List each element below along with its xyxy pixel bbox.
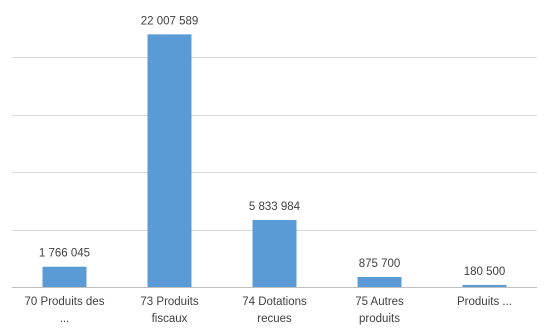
bars: [42, 34, 507, 288]
data-label: 22 007 589: [141, 15, 199, 27]
data-label: 875 700: [359, 258, 401, 270]
bar: [462, 284, 507, 287]
bar: [357, 276, 402, 287]
bar: [147, 34, 192, 288]
category-label: 75 Autres: [355, 296, 404, 308]
data-label: 180 500: [464, 266, 506, 278]
category-label: Produits ...: [457, 296, 512, 308]
category-label: produits: [359, 313, 400, 325]
data-label: 5 833 984: [249, 201, 301, 213]
bar: [42, 266, 87, 287]
category-label: 74 Dotations: [242, 296, 307, 308]
category-label: fiscaux: [152, 313, 188, 325]
category-labels: 70 Produits des... 73 Produits fiscaux 74 D…: [25, 296, 512, 325]
bar: [252, 220, 297, 287]
category-label: recues: [257, 313, 292, 325]
category-label: ...: [60, 313, 70, 325]
data-label: 1 766 045: [39, 248, 90, 260]
category-label: 70 Produits des: [25, 296, 105, 308]
category-label: 73 Produits: [140, 296, 198, 308]
data-labels: 1 766 045 22 007 589 5 833 984 875 700 180 5…: [39, 15, 505, 278]
